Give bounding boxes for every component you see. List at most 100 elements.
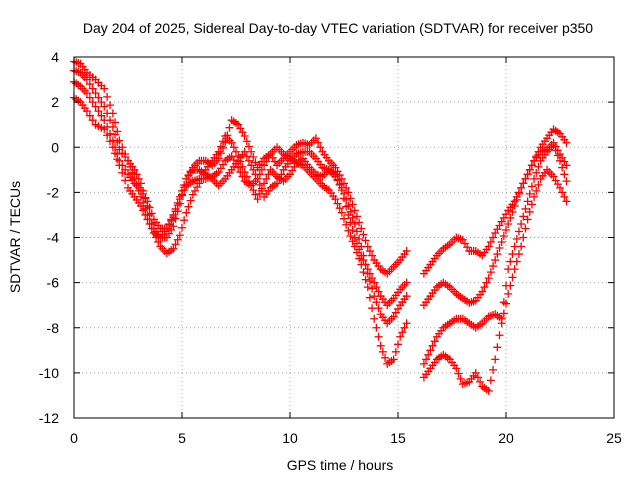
data-point (130, 165, 139, 174)
data-point (180, 216, 189, 225)
data-point (508, 207, 517, 216)
data-point (553, 151, 562, 160)
data-point (562, 197, 571, 206)
data-point (521, 224, 530, 233)
data-point (510, 265, 519, 274)
data-point (527, 161, 536, 170)
data-point (147, 209, 156, 218)
data-point (355, 235, 364, 244)
data-point (348, 225, 357, 234)
data-point (381, 353, 390, 362)
data-point (499, 231, 508, 240)
data-point (273, 179, 282, 188)
data-point (337, 208, 346, 217)
data-point (532, 168, 541, 177)
data-point (549, 140, 558, 149)
data-point (340, 179, 348, 188)
data-point (551, 146, 560, 155)
data-point (368, 304, 377, 313)
data-point (519, 179, 528, 188)
grid (74, 57, 614, 418)
data-point (476, 377, 485, 386)
data-point (562, 161, 571, 170)
data-point (88, 116, 97, 125)
data-point (242, 152, 251, 161)
data-point (173, 235, 182, 244)
data-point (368, 251, 377, 260)
data-point (456, 374, 465, 383)
data-point (108, 143, 117, 152)
data-point (357, 224, 366, 233)
data-point (167, 215, 176, 224)
data-point (486, 268, 495, 277)
data-point (333, 175, 342, 184)
data-point (482, 278, 491, 287)
data-point (113, 137, 122, 146)
data-point (402, 247, 411, 256)
data-point (342, 220, 351, 229)
data-point (489, 262, 498, 271)
data-point (348, 200, 357, 209)
data-point (525, 165, 534, 174)
chart-title: Day 204 of 2025, Sidereal Day-to-day VTE… (83, 20, 593, 36)
data-point (504, 289, 513, 298)
data-point (523, 170, 532, 179)
data-points (70, 57, 571, 395)
data-point (558, 188, 567, 197)
data-point (527, 182, 536, 191)
data-point (508, 273, 517, 282)
data-point (365, 269, 374, 278)
data-point (484, 386, 493, 395)
x-tick-labels: 0 5 10 15 20 25 (70, 430, 622, 446)
data-point (489, 233, 498, 242)
x-tick-label: 15 (390, 430, 406, 446)
data-point (534, 180, 543, 189)
data-point (359, 256, 368, 265)
data-point (504, 219, 513, 228)
data-point (344, 210, 353, 219)
data-point (368, 274, 377, 283)
data-point (519, 233, 528, 242)
data-point (527, 200, 536, 209)
data-point (376, 341, 385, 350)
data-point (169, 222, 178, 231)
data-point (143, 215, 152, 224)
data-point (106, 101, 114, 110)
data-point (478, 287, 487, 296)
data-point (175, 231, 184, 240)
data-point (525, 207, 534, 216)
data-point (497, 319, 506, 328)
data-point (236, 168, 245, 177)
data-point (372, 298, 381, 307)
data-point (521, 204, 530, 213)
data-point (225, 123, 234, 132)
y-tick-labels: -12 -10 -8 -6 -4 -2 0 2 4 (39, 49, 59, 426)
data-point (171, 240, 180, 249)
data-point (499, 309, 508, 318)
data-point (331, 170, 340, 179)
data-point (510, 201, 519, 210)
data-point (370, 314, 379, 323)
data-point (506, 213, 515, 222)
data-point (491, 355, 500, 364)
data-point (180, 180, 189, 189)
data-point (556, 156, 564, 165)
data-point (502, 225, 510, 234)
data-point (489, 365, 498, 374)
axis-ticks (73, 56, 615, 419)
data-point (165, 219, 174, 228)
data-point (452, 364, 461, 373)
data-point (422, 355, 431, 364)
data-point (350, 233, 359, 242)
data-point (480, 283, 489, 292)
data-point (335, 180, 344, 189)
x-tick-label: 0 (70, 430, 78, 446)
data-point (85, 93, 94, 102)
data-point (111, 118, 120, 127)
data-point (240, 147, 249, 156)
series-4 (70, 93, 411, 310)
data-point (249, 186, 258, 195)
data-point (118, 168, 127, 177)
data-point (497, 238, 506, 247)
data-point (255, 180, 264, 189)
